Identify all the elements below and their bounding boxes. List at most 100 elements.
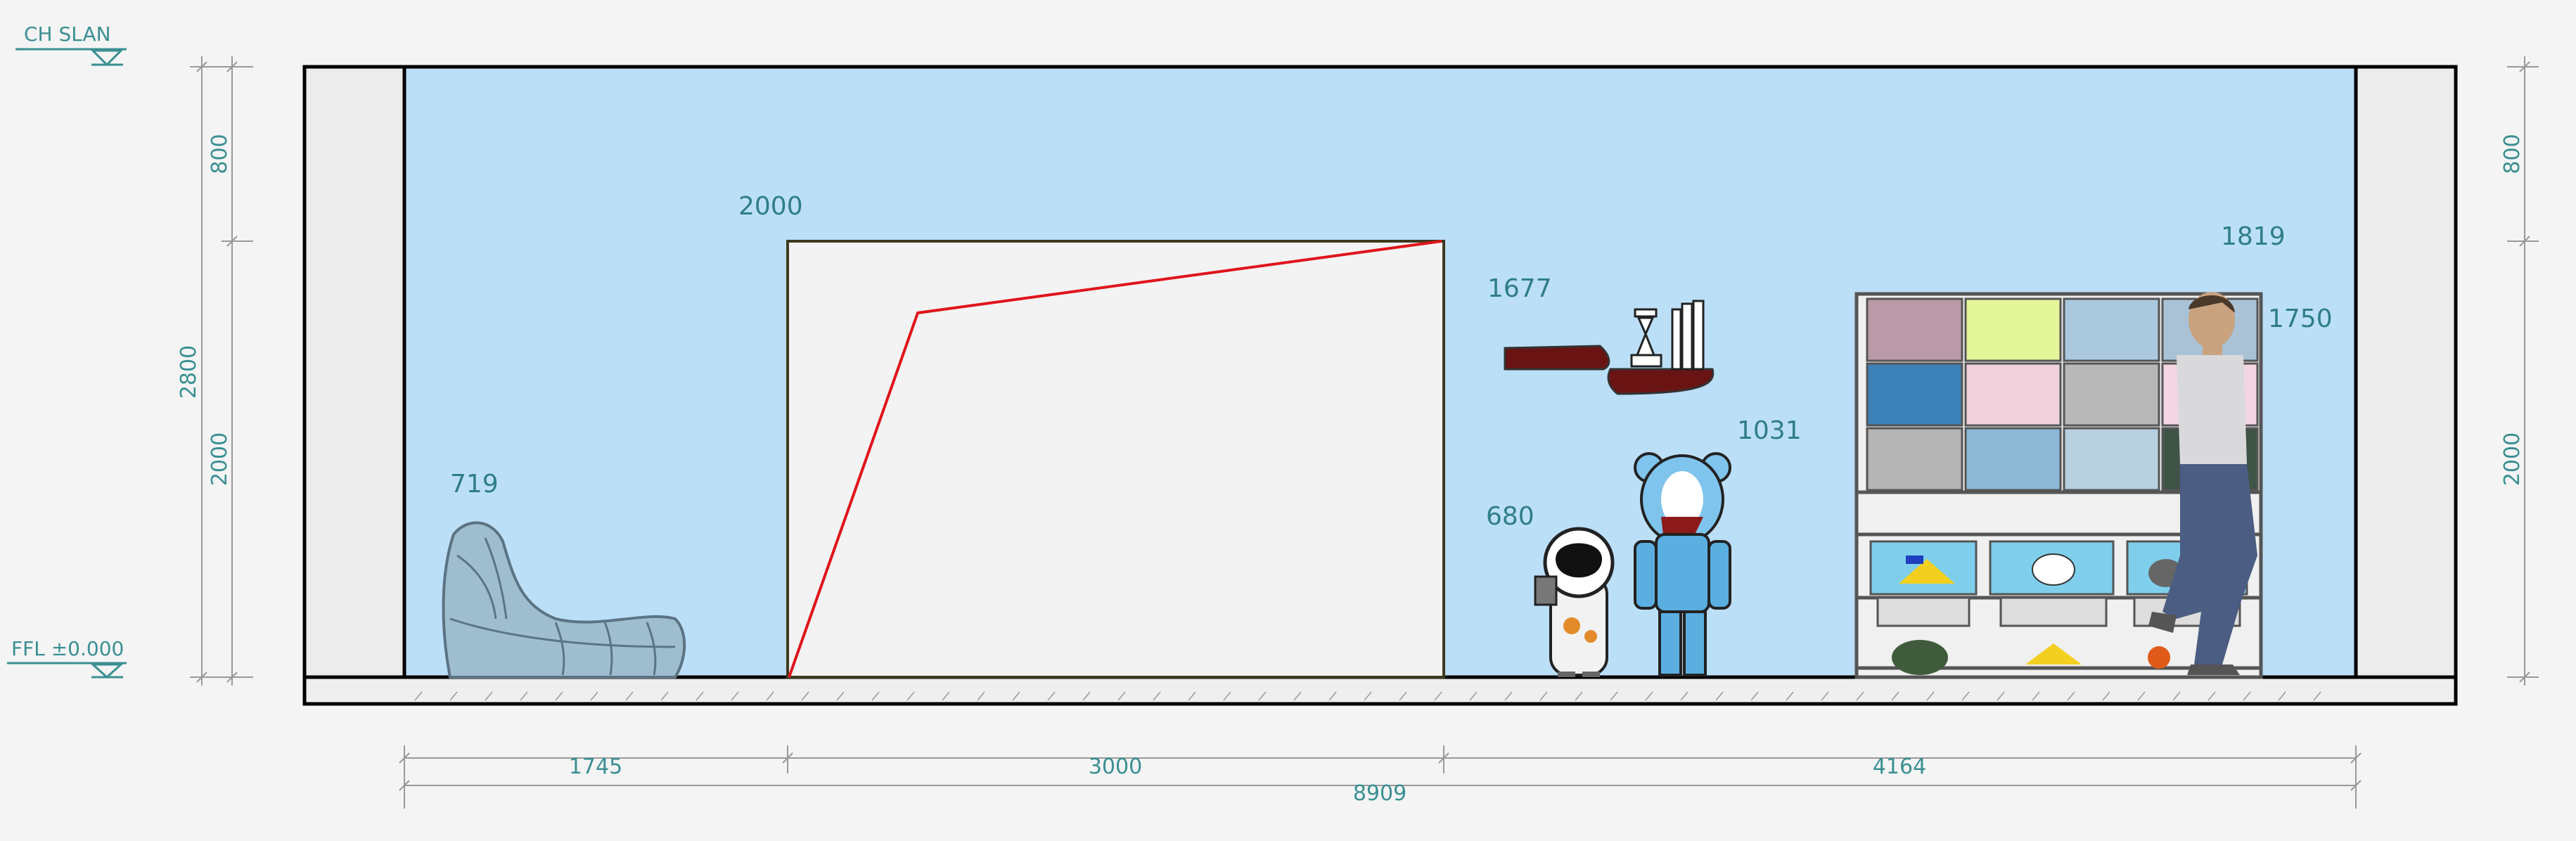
left-lower-dimension: 2000 bbox=[207, 432, 232, 486]
floor-hatch-mark bbox=[1258, 691, 1267, 701]
floor-hatch-mark bbox=[2278, 691, 2286, 701]
floor-hatch-mark bbox=[2032, 691, 2040, 701]
floor-hatch-mark bbox=[1293, 691, 1302, 701]
floor-hatch-mark bbox=[2067, 691, 2075, 701]
door-swing-line bbox=[788, 240, 1442, 678]
left-dimension-chain bbox=[190, 56, 253, 686]
floor-hatch-mark bbox=[1328, 691, 1337, 701]
floor-level-marker: FFL ±0.000 bbox=[7, 637, 127, 679]
floor-hatch-mark bbox=[2137, 691, 2146, 701]
shelf-height: 1677 bbox=[1487, 274, 1552, 303]
floor-hatch bbox=[414, 691, 2321, 701]
floor-hatch-mark bbox=[1047, 691, 1056, 701]
right-wall-section bbox=[2354, 65, 2458, 679]
floor-hatch-mark bbox=[1750, 691, 1759, 701]
floor-hatch-mark bbox=[2207, 691, 2216, 701]
floor-hatch-mark bbox=[1223, 691, 1231, 701]
floor-hatch-mark bbox=[1364, 691, 1372, 701]
storage-bin bbox=[1866, 362, 1963, 427]
storage-bin bbox=[1964, 427, 2062, 492]
storage-bins bbox=[1866, 297, 2259, 492]
floor-hatch-mark bbox=[1117, 691, 1126, 701]
floor-slab bbox=[302, 675, 2458, 706]
floor-hatch-mark bbox=[1434, 691, 1442, 701]
floor-hatch-mark bbox=[449, 691, 458, 701]
right-dimension-chain bbox=[2507, 56, 2539, 686]
floor-hatch-mark bbox=[1856, 691, 1864, 701]
storage-bin bbox=[2063, 297, 2160, 362]
floor-level-label: FFL ±0.000 bbox=[11, 637, 124, 660]
floor-hatch-mark bbox=[590, 691, 598, 701]
floor-hatch-mark bbox=[731, 691, 739, 701]
floor-hatch-mark bbox=[1821, 691, 1829, 701]
floor-hatch-mark bbox=[1891, 691, 1899, 701]
storage-bin bbox=[1866, 297, 1963, 362]
floor-hatch-mark bbox=[1610, 691, 1618, 701]
bottom-dimension-total: 8909 bbox=[1353, 781, 1406, 806]
ceiling-level-marker: CH SLAN bbox=[15, 23, 127, 67]
ceiling-level-triangle-icon bbox=[90, 49, 124, 67]
floor-hatch-mark bbox=[485, 691, 493, 701]
person-height: 1819 bbox=[2221, 222, 2286, 251]
storage-bin bbox=[2063, 427, 2160, 492]
bearbrick-figure bbox=[1634, 452, 1731, 676]
wall-shelf bbox=[1504, 300, 1715, 395]
floor-hatch-mark bbox=[977, 691, 985, 701]
floor-hatch-mark bbox=[2243, 691, 2251, 701]
floor-hatch-mark bbox=[766, 691, 774, 701]
right-upper-dimension: 800 bbox=[2500, 134, 2525, 174]
bottom-dimension-1: 1745 bbox=[569, 755, 622, 779]
bearbrick-height: 1031 bbox=[1737, 416, 1802, 445]
floor-hatch-mark bbox=[1786, 691, 1794, 701]
floor-hatch-mark bbox=[520, 691, 528, 701]
floor-level-triangle-icon bbox=[90, 663, 124, 679]
floor-hatch-mark bbox=[906, 691, 915, 701]
floor-hatch-mark bbox=[1539, 691, 1548, 701]
floor-hatch-mark bbox=[1680, 691, 1689, 701]
ceiling-level-label: CH SLAN bbox=[24, 23, 111, 46]
floor-hatch-mark bbox=[1012, 691, 1020, 701]
floor-hatch-mark bbox=[1926, 691, 1935, 701]
floor-hatch-mark bbox=[1575, 691, 1583, 701]
floor-hatch-mark bbox=[801, 691, 809, 701]
astronaut-height: 680 bbox=[1486, 502, 1534, 531]
standing-person bbox=[2148, 292, 2257, 675]
storage-bin bbox=[2063, 362, 2160, 427]
left-wall-section bbox=[302, 65, 406, 679]
left-total-dimension: 2800 bbox=[177, 345, 201, 399]
bookcase-height: 1750 bbox=[2268, 304, 2333, 333]
astronaut-figure bbox=[1534, 527, 1615, 677]
door-opening bbox=[786, 240, 1445, 679]
door-height: 2000 bbox=[738, 192, 803, 221]
floor-hatch-mark bbox=[2172, 691, 2181, 701]
floor-hatch-mark bbox=[414, 691, 423, 701]
floor-hatch-mark bbox=[625, 691, 634, 701]
storage-bin bbox=[1964, 297, 2062, 362]
floor-hatch-mark bbox=[1504, 691, 1513, 701]
floor-hatch-mark bbox=[942, 691, 950, 701]
bean-bag-chair bbox=[442, 521, 686, 679]
floor-hatch-mark bbox=[1188, 691, 1196, 701]
floor-hatch-mark bbox=[1645, 691, 1653, 701]
floor-hatch-mark bbox=[836, 691, 845, 701]
storage-bin bbox=[1866, 427, 1963, 492]
floor-hatch-mark bbox=[1997, 691, 2005, 701]
bottom-dimension-chain bbox=[399, 745, 2362, 809]
floor-hatch-mark bbox=[555, 691, 563, 701]
floor-hatch-mark bbox=[2313, 691, 2321, 701]
bottom-dimension-2: 3000 bbox=[1089, 755, 1142, 779]
floor-hatch-mark bbox=[1715, 691, 1724, 701]
right-lower-dimension: 2000 bbox=[2500, 432, 2525, 486]
floor-hatch-mark bbox=[1469, 691, 1478, 701]
bean-bag-height: 719 bbox=[450, 470, 499, 499]
floor-hatch-mark bbox=[1399, 691, 1407, 701]
floor-hatch-mark bbox=[660, 691, 669, 701]
floor-hatch-mark bbox=[871, 691, 880, 701]
floor-hatch-mark bbox=[696, 691, 704, 701]
left-upper-dimension: 800 bbox=[207, 134, 232, 174]
floor-hatch-mark bbox=[1082, 691, 1091, 701]
storage-bin bbox=[1964, 362, 2062, 427]
floor-hatch-mark bbox=[2102, 691, 2110, 701]
floor-hatch-mark bbox=[1961, 691, 1970, 701]
